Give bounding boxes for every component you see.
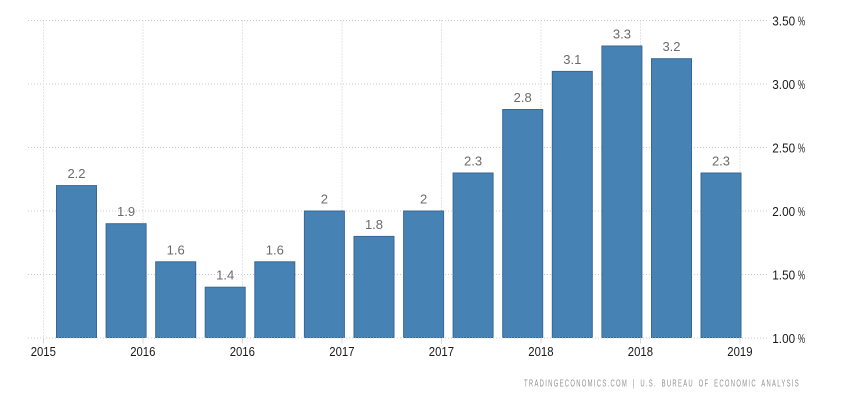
- svg-text:%: %: [798, 204, 805, 219]
- svg-text:2017: 2017: [329, 344, 354, 359]
- svg-text:2.2: 2.2: [67, 166, 85, 181]
- svg-text:2017: 2017: [429, 344, 454, 359]
- svg-text:%: %: [798, 14, 805, 29]
- svg-text:2.50: 2.50: [772, 141, 795, 156]
- svg-text:%: %: [798, 268, 805, 283]
- svg-text:1.8: 1.8: [365, 217, 383, 232]
- svg-text:2019: 2019: [727, 344, 752, 359]
- svg-text:1.6: 1.6: [266, 242, 284, 257]
- svg-text:2: 2: [420, 192, 427, 207]
- svg-text:2015: 2015: [31, 344, 56, 359]
- svg-text:%: %: [798, 331, 805, 346]
- svg-text:1.50: 1.50: [772, 268, 795, 283]
- svg-text:1.9: 1.9: [117, 204, 135, 219]
- svg-text:2: 2: [321, 192, 328, 207]
- svg-text:2.3: 2.3: [464, 154, 482, 169]
- svg-text:3.50: 3.50: [772, 14, 795, 29]
- svg-text:2016: 2016: [130, 344, 155, 359]
- svg-text:TRADINGECONOMICS.COM | U.S. BU: TRADINGECONOMICS.COM | U.S. BUREAU OF EC…: [524, 379, 800, 390]
- svg-text:2018: 2018: [628, 344, 653, 359]
- svg-text:2016: 2016: [230, 344, 255, 359]
- svg-text:%: %: [798, 141, 805, 156]
- svg-text:1.4: 1.4: [216, 268, 234, 283]
- svg-text:2018: 2018: [528, 344, 553, 359]
- svg-text:%: %: [798, 77, 805, 92]
- svg-text:1.6: 1.6: [167, 242, 185, 257]
- svg-text:3.1: 3.1: [563, 52, 581, 67]
- svg-text:2.3: 2.3: [712, 154, 730, 169]
- svg-text:3.2: 3.2: [662, 39, 680, 54]
- svg-text:1.00: 1.00: [772, 331, 795, 346]
- svg-text:3.00: 3.00: [772, 77, 795, 92]
- svg-text:2.00: 2.00: [772, 204, 795, 219]
- svg-text:3.3: 3.3: [613, 27, 631, 42]
- svg-text:2.8: 2.8: [514, 90, 532, 105]
